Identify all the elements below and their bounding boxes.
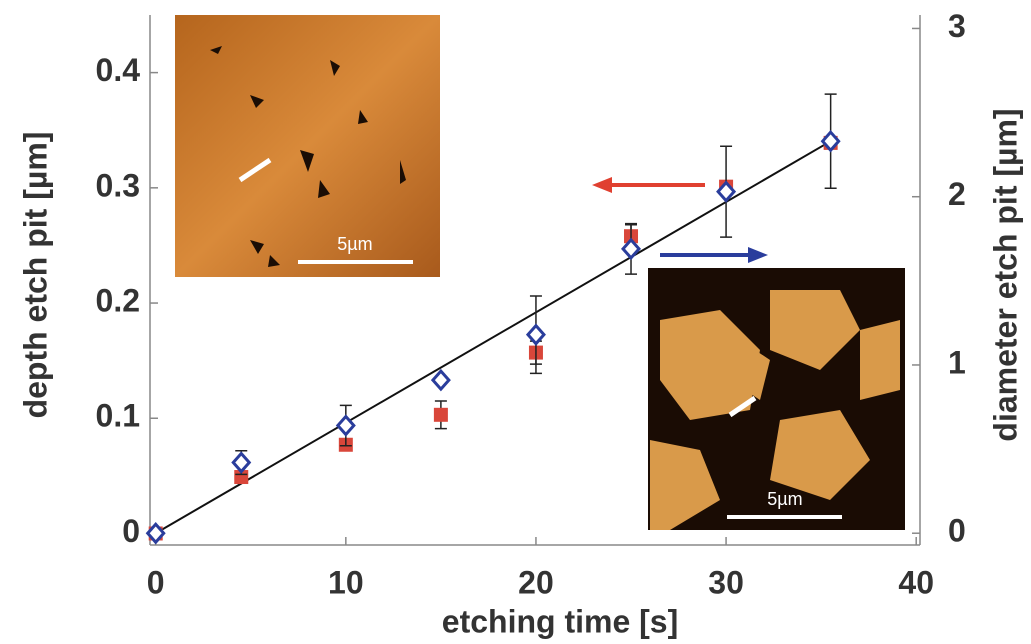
y-tick-label: 0 xyxy=(122,513,140,549)
y2-axis-label: diameter etch pit [µm] xyxy=(987,108,1023,441)
x-tick-label: 10 xyxy=(328,564,364,600)
red-arrow xyxy=(592,177,705,193)
scale-label: 5µm xyxy=(337,234,372,254)
y2-tick-label: 0 xyxy=(948,513,966,549)
marker-diamond xyxy=(233,454,249,472)
x-tick-label: 20 xyxy=(518,564,554,600)
x-tick-label: 30 xyxy=(708,564,744,600)
x-tick-label: 0 xyxy=(147,564,165,600)
y2-tick-label: 3 xyxy=(948,8,966,44)
y-axis-label: depth etch pit [µm] xyxy=(17,132,53,419)
y-tick-label: 0.2 xyxy=(96,282,140,318)
y-tick-label: 0.1 xyxy=(96,398,140,434)
inset-bottom-right: 5µm xyxy=(648,268,905,530)
y-tick-label: 0.3 xyxy=(96,167,140,203)
marker-square xyxy=(434,408,448,422)
y2-tick-label: 1 xyxy=(948,344,966,380)
scale-label: 5µm xyxy=(767,489,802,509)
y2-tick-label: 2 xyxy=(948,176,966,212)
blue-arrow xyxy=(660,247,768,263)
x-axis-label: etching time [s] xyxy=(442,603,678,639)
chart: 5µm 5µm etching time [s] depth etch pit … xyxy=(0,0,1031,644)
y-tick-label: 0.4 xyxy=(96,52,141,88)
x-tick-label: 40 xyxy=(898,564,934,600)
marker-diamond xyxy=(433,371,449,389)
inset-top-left: 5µm xyxy=(175,15,440,277)
